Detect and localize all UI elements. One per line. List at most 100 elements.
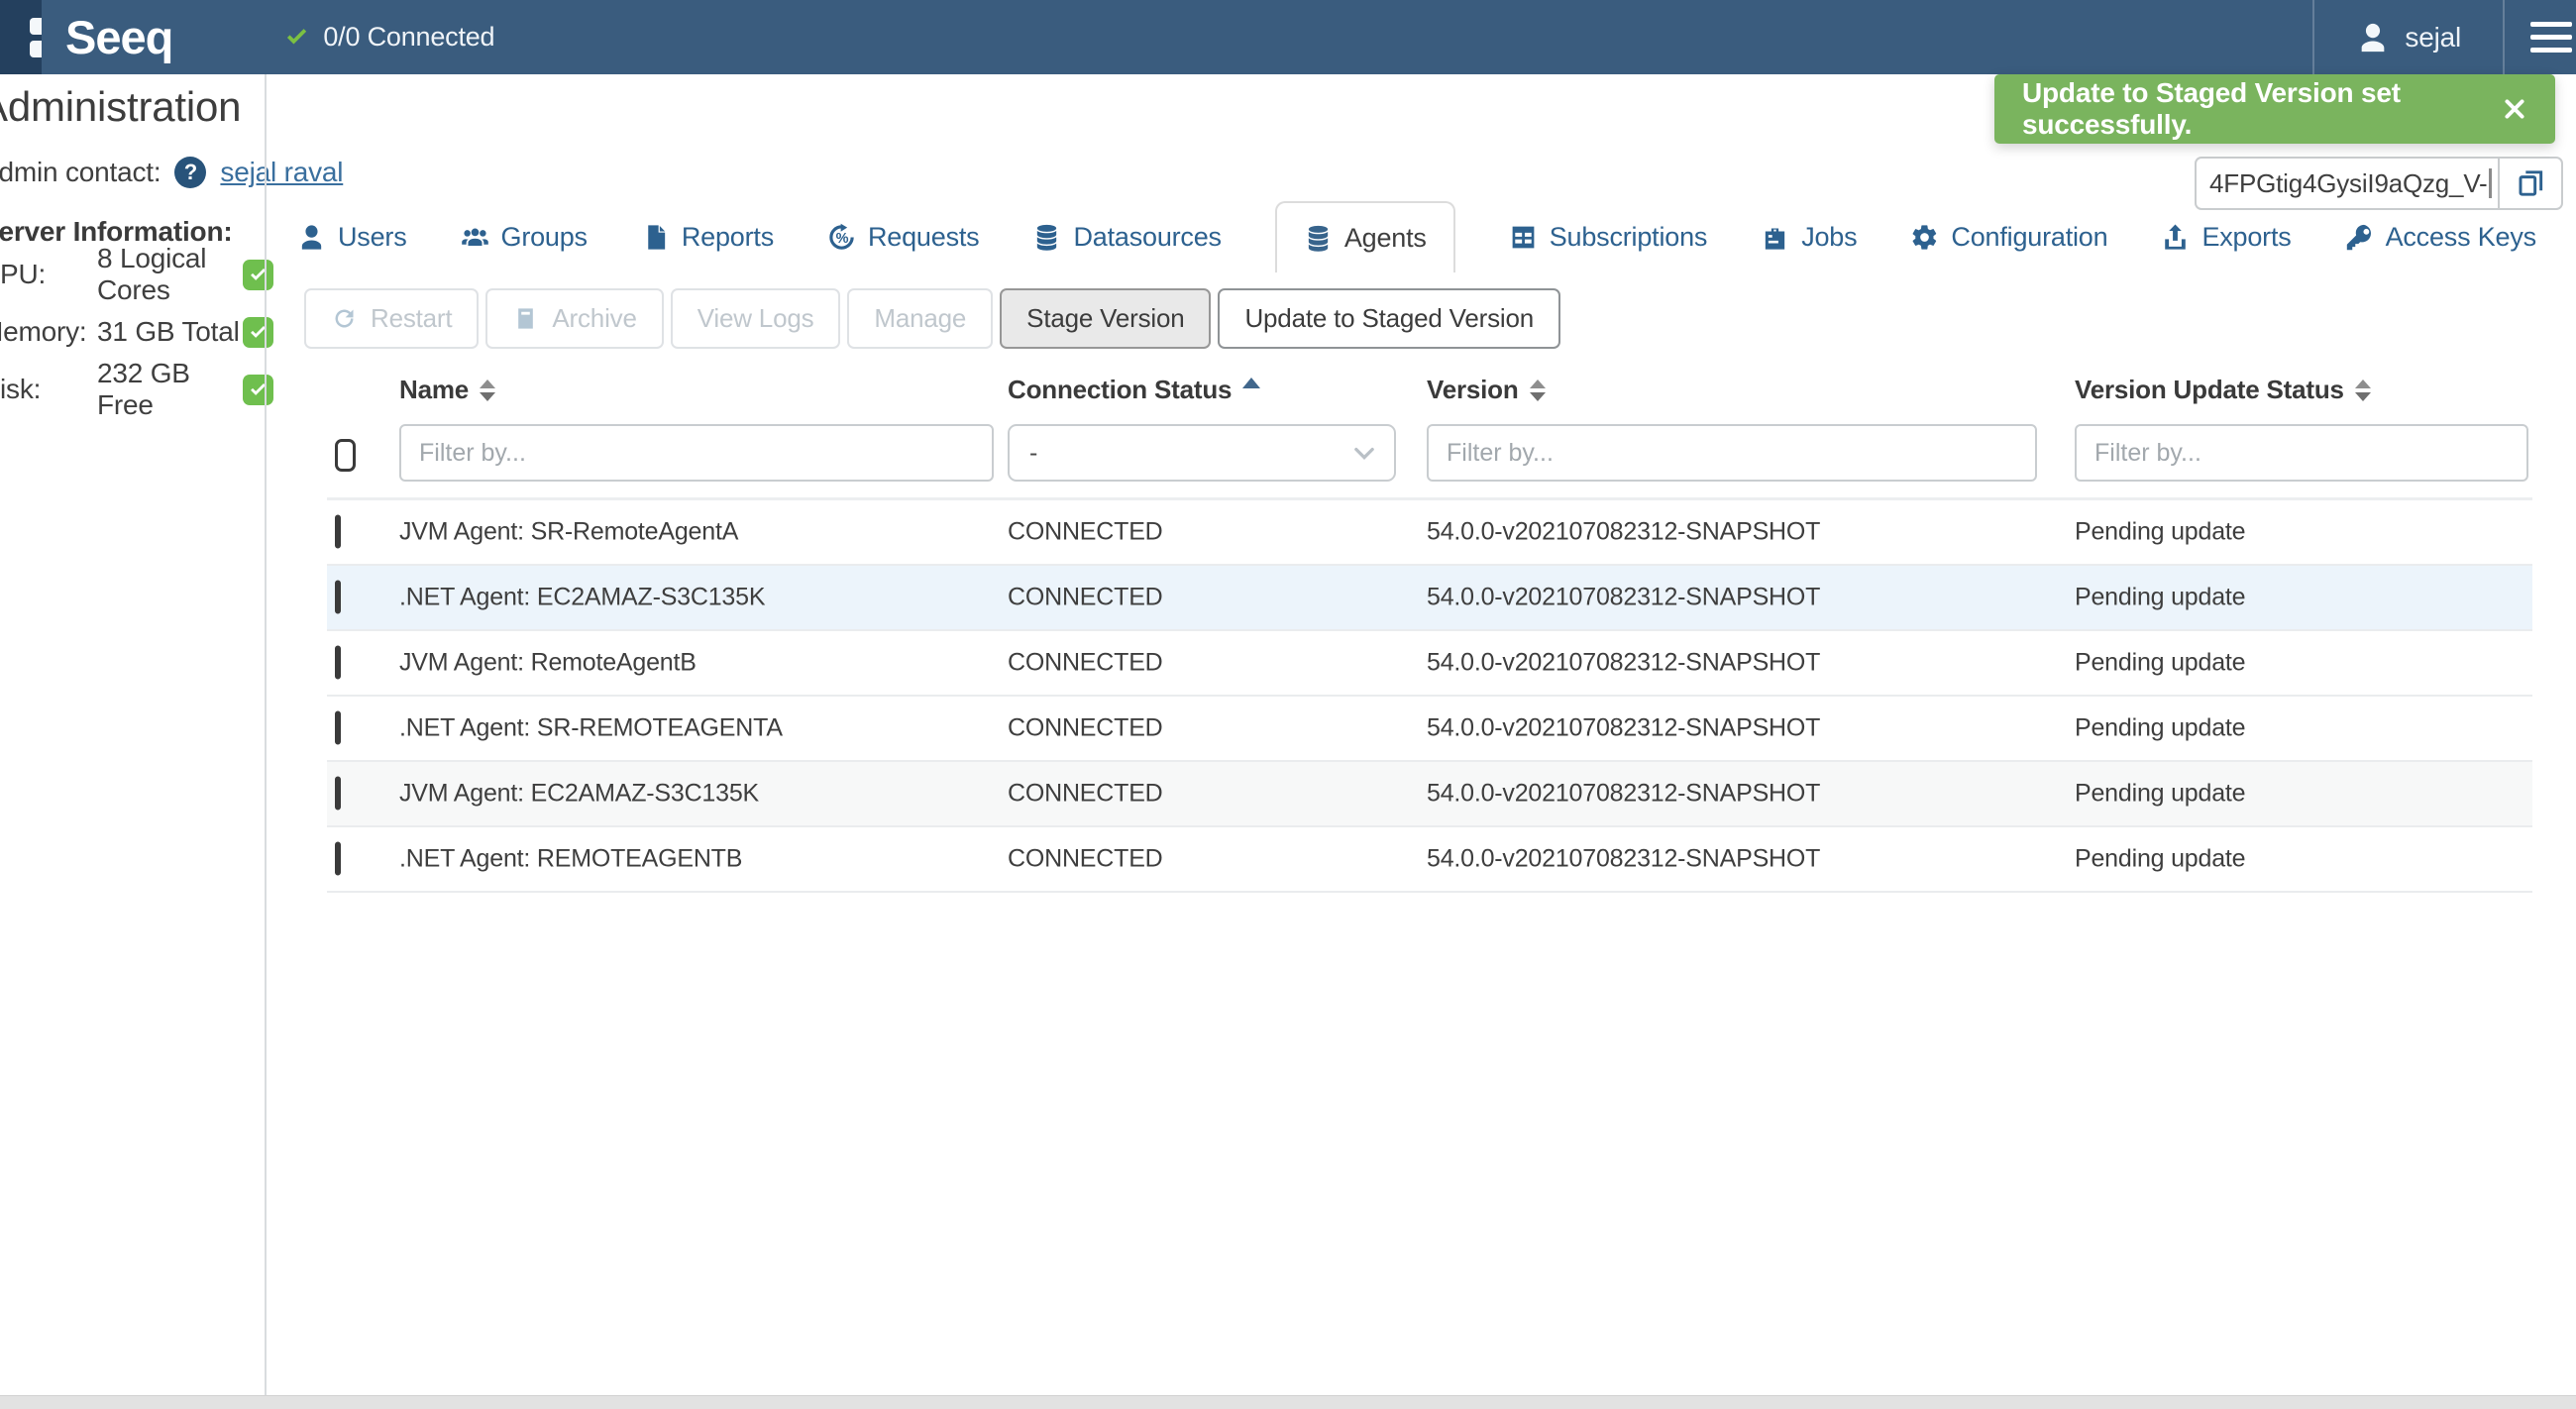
view-logs-button[interactable]: View Logs — [670, 288, 841, 349]
gears-icon — [1910, 223, 1939, 252]
status-ok-check-icon — [243, 374, 273, 405]
groups-icon — [461, 223, 489, 252]
version-update-status: Pending update — [2075, 844, 2246, 873]
server-info-heading: Server Information: — [0, 216, 233, 247]
question-icon[interactable]: ? — [174, 157, 207, 188]
table-row[interactable]: JVM Agent: EC2AMAZ-S3C135K CONNECTED 54.… — [327, 762, 2532, 827]
tab-access-keys[interactable]: Access Keys — [2345, 201, 2536, 272]
access-key-input[interactable]: 4FPGtig4GysiI9aQzg_V- — [2195, 157, 2498, 210]
row-checkbox[interactable] — [335, 580, 341, 614]
text-caret — [2489, 168, 2493, 198]
update-to-staged-version-button[interactable]: Update to Staged Version — [1218, 288, 1560, 349]
agent-version: 54.0.0-v202107082312-SNAPSHOT — [1427, 583, 1821, 611]
connection-status-filter-select[interactable]: - — [1008, 424, 1396, 482]
app-grid-icon[interactable] — [0, 0, 42, 74]
status-ok-check-icon — [243, 316, 273, 348]
button-label: Manage — [874, 303, 967, 333]
navbar-divider — [2312, 0, 2315, 74]
restart-button[interactable]: Restart — [304, 288, 480, 349]
row-checkbox[interactable] — [335, 841, 341, 876]
success-toast: Update to Staged Version set successfull… — [1994, 74, 2555, 144]
agent-version: 54.0.0-v202107082312-SNAPSHOT — [1427, 713, 1821, 742]
horizontal-scrollbar[interactable] — [0, 1395, 2576, 1409]
connection-status: CONNECTED — [1008, 844, 1163, 873]
check-icon — [283, 24, 310, 51]
agent-version: 54.0.0-v202107082312-SNAPSHOT — [1427, 844, 1821, 873]
tab-groups[interactable]: Groups — [461, 201, 588, 272]
table-row[interactable]: .NET Agent: REMOTEAGENTB CONNECTED 54.0.… — [327, 827, 2532, 893]
requests-gauge-icon: % — [827, 223, 856, 252]
tab-users[interactable]: Users — [297, 201, 407, 272]
refresh-icon — [331, 305, 358, 332]
seeq-logo[interactable]: Seeq — [65, 11, 173, 63]
button-label: Update to Staged Version — [1244, 303, 1534, 333]
version-update-status: Pending update — [2075, 517, 2246, 546]
admin-contact-link[interactable]: sejal raval — [220, 157, 344, 187]
version-filter-input[interactable] — [1427, 424, 2037, 482]
table-row[interactable]: JVM Agent: RemoteAgentB CONNECTED 54.0.0… — [327, 631, 2532, 697]
table-row[interactable]: JVM Agent: SR-RemoteAgentA CONNECTED 54.… — [327, 500, 2532, 566]
column-header-version-update-status[interactable]: Version Update Status — [2075, 375, 2371, 405]
tab-reports[interactable]: Reports — [641, 201, 774, 272]
tab-label: Groups — [500, 221, 589, 252]
row-checkbox[interactable] — [335, 776, 341, 811]
column-label: Connection Status — [1008, 375, 1233, 404]
tab-label: Access Keys — [2385, 221, 2537, 252]
connection-status: CONNECTED — [1008, 517, 1163, 546]
select-all-checkbox[interactable] — [335, 439, 356, 472]
tab-datasources[interactable]: Datasources — [1032, 201, 1222, 272]
button-label: View Logs — [697, 303, 814, 333]
stat-row-disk: Disk: 232 GB Free — [0, 358, 273, 420]
row-checkbox[interactable] — [335, 514, 341, 549]
sort-icon — [1529, 379, 1546, 401]
agent-name: JVM Agent: EC2AMAZ-S3C135K — [399, 779, 760, 808]
stat-row-memory: Memory: 31 GB Total — [0, 315, 273, 349]
archive-icon — [512, 305, 539, 332]
tab-label: Datasources — [1073, 221, 1222, 252]
tab-agents[interactable]: Agents — [1274, 201, 1455, 272]
report-file-icon — [641, 223, 670, 252]
tab-label: Exports — [2201, 221, 2292, 252]
admin-contact-label: Admin contact: — [0, 157, 161, 187]
row-checkbox[interactable] — [335, 645, 341, 680]
username-label: sejal — [2405, 21, 2461, 53]
version-update-status-filter-input[interactable] — [2075, 424, 2528, 482]
table-row[interactable]: .NET Agent: SR-REMOTEAGENTA CONNECTED 54… — [327, 697, 2532, 762]
database-icon — [1032, 223, 1061, 252]
tab-jobs[interactable]: Jobs — [1761, 201, 1858, 272]
row-checkbox[interactable] — [335, 710, 341, 745]
close-icon[interactable] — [2502, 96, 2527, 122]
connection-status: CONNECTED — [1008, 779, 1163, 808]
database-icon — [1304, 224, 1333, 253]
tab-requests[interactable]: % Requests — [827, 201, 980, 272]
column-label: Name — [399, 375, 470, 404]
tab-exports[interactable]: Exports — [2161, 201, 2292, 272]
key-icon — [2345, 223, 2374, 252]
tab-label: Reports — [681, 221, 774, 252]
stat-label: Disk: — [0, 374, 42, 404]
user-menu[interactable]: sejal — [2314, 0, 2503, 74]
tab-configuration[interactable]: Configuration — [1910, 201, 2108, 272]
column-label: Version — [1427, 375, 1519, 404]
agent-name: .NET Agent: EC2AMAZ-S3C135K — [399, 583, 766, 611]
datasource-connection-status[interactable]: 0/0 Connected — [283, 22, 495, 53]
column-header-name[interactable]: Name — [399, 375, 496, 405]
version-update-status: Pending update — [2075, 583, 2246, 611]
hamburger-menu-icon[interactable] — [2505, 0, 2576, 74]
tab-label: Agents — [1343, 222, 1427, 253]
status-ok-check-icon — [243, 259, 273, 290]
export-icon — [2161, 223, 2190, 252]
connection-status: CONNECTED — [1008, 713, 1163, 742]
table-row[interactable]: .NET Agent: EC2AMAZ-S3C135K CONNECTED 54… — [327, 566, 2532, 631]
archive-button[interactable]: Archive — [485, 288, 664, 349]
column-header-connection-status[interactable]: Connection Status — [1008, 375, 1261, 405]
column-header-version[interactable]: Version — [1427, 375, 1546, 405]
tab-label: Configuration — [1951, 221, 2108, 252]
user-icon — [297, 223, 326, 252]
manage-button[interactable]: Manage — [847, 288, 994, 349]
tab-subscriptions[interactable]: Subscriptions — [1509, 201, 1707, 272]
copy-button[interactable] — [2498, 157, 2563, 210]
name-filter-input[interactable] — [399, 424, 994, 482]
stage-version-button[interactable]: Stage Version — [1000, 288, 1212, 349]
button-label: Stage Version — [1026, 303, 1185, 333]
